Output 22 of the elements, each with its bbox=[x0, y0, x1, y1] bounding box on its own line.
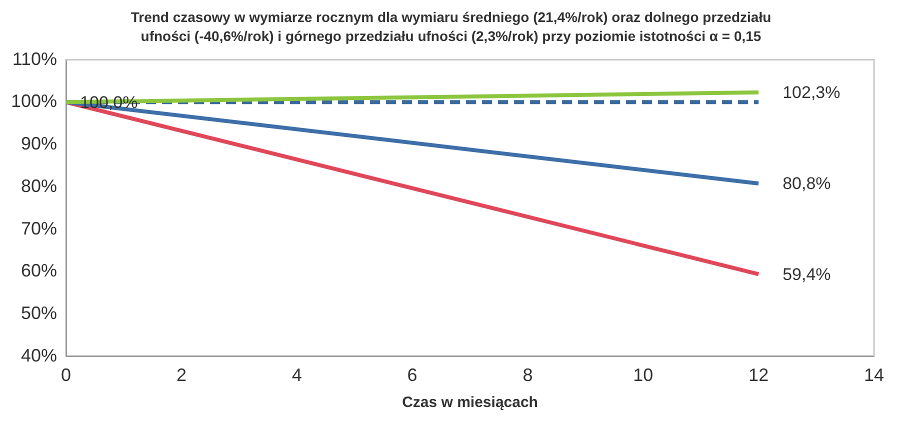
data-label: 80,8% bbox=[782, 174, 831, 194]
x-tick-label: 0 bbox=[61, 365, 72, 386]
chart-title: Trend czasowy w wymiarze rocznym dla wymiaru średniego (21,4%/rok) oraz dolnego przedziału ufności (-40,6%/rok) i górnego przedziału ufności (2,3%/rok) przy poziomie istotności α = 0,15 bbox=[130, 8, 772, 46]
data-label: 59,4% bbox=[782, 264, 831, 284]
data-label: 100,0% bbox=[80, 92, 138, 112]
y-tick-label: 60% bbox=[21, 260, 58, 281]
x-tick-label: 8 bbox=[522, 365, 533, 386]
y-tick-label: 50% bbox=[21, 302, 58, 323]
x-tick-label: 6 bbox=[407, 365, 418, 386]
x-axis-title: Czas w miesiącach bbox=[402, 394, 538, 412]
x-tick-label: 12 bbox=[748, 365, 769, 386]
y-tick-label: 100% bbox=[10, 91, 58, 112]
y-tick-label: 90% bbox=[21, 134, 58, 154]
y-tick-label: 70% bbox=[21, 218, 58, 238]
y-tick-label: 110% bbox=[12, 48, 58, 69]
x-tick-label: 2 bbox=[176, 365, 186, 386]
data-label: 102,3% bbox=[782, 83, 840, 102]
y-tick-label: 80% bbox=[21, 176, 58, 196]
x-tick-label: 14 bbox=[864, 365, 884, 386]
x-tick-label: 10 bbox=[633, 365, 654, 386]
y-tick-label: 40% bbox=[21, 345, 58, 366]
x-tick-label: 4 bbox=[292, 365, 302, 386]
